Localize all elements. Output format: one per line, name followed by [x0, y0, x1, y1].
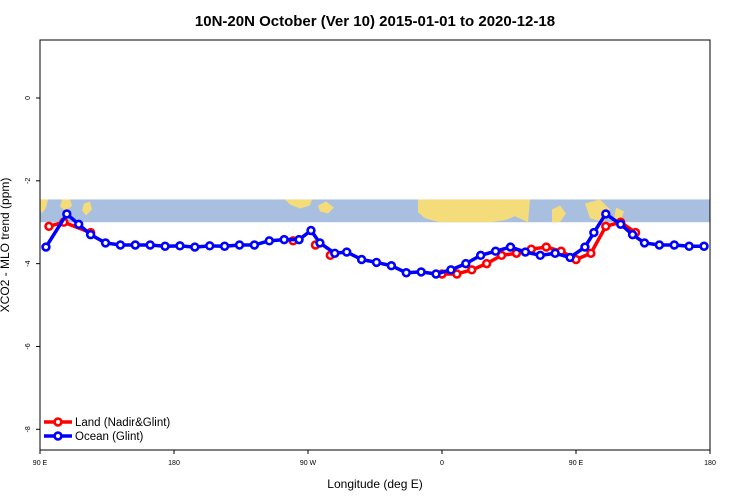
ocean-point-30: [476, 250, 486, 261]
legend: Land (Nadir&Glint) Ocean (Glint): [44, 417, 170, 443]
land-point-5: [467, 265, 477, 275]
ocean-point-41: [627, 229, 638, 240]
x-tick-label-2: 90 W: [300, 460, 317, 467]
ocean-point-37: [580, 242, 590, 252]
ocean-point-17: [294, 234, 304, 245]
map-land-5: [418, 199, 530, 223]
x-axis: 90 E 180 90 W 0 90 E 180: [33, 450, 716, 467]
ocean-point-28: [446, 265, 456, 275]
ocean-point-35: [550, 248, 560, 258]
ocean-point-32: [505, 242, 516, 252]
map-land-4: [318, 201, 334, 214]
ocean-point-29: [461, 258, 471, 269]
x-tick-label-0: 90 E: [33, 460, 48, 467]
y-tick-label-0: 0: [25, 96, 32, 100]
ocean-point-33: [520, 247, 531, 257]
map-land-8: [614, 207, 624, 223]
ocean-point-13: [234, 240, 245, 250]
ocean-point-27: [431, 269, 441, 279]
y-axis-label: XCO2 - MLO trend (ppm): [0, 178, 12, 313]
y-axis: 0 -2 -4 -6 -8: [25, 96, 40, 432]
map-band: [40, 199, 710, 223]
ocean-point-1: [62, 209, 72, 219]
ocean-point-10: [190, 242, 200, 252]
x-tick-label-4: 90 E: [569, 460, 584, 467]
ocean-point-11: [205, 241, 215, 251]
map-land-2: [82, 201, 92, 216]
ocean-point-0: [41, 242, 51, 252]
ocean-point-4: [100, 238, 111, 248]
chart-title: 10N-20N October (Ver 10) 2015-01-01 to 2…: [195, 13, 555, 30]
ocean-point-36: [565, 252, 575, 263]
ocean-point-44: [669, 240, 679, 250]
ocean-point-5: [115, 240, 126, 250]
ocean-point-21: [342, 247, 352, 257]
x-tick-label-1: 180: [168, 460, 180, 467]
land-point-6: [481, 258, 492, 269]
map-land-1: [60, 199, 72, 212]
legend-marker-0: [53, 417, 63, 427]
ocean-point-45: [684, 241, 694, 251]
map-land-0: [40, 199, 48, 214]
ocean-point-24: [386, 261, 397, 271]
plot-frame: [39, 39, 711, 451]
land-point-7: [496, 250, 507, 261]
ocean-point-6: [130, 240, 140, 250]
series-layer: [41, 209, 709, 279]
legend-label-1: Ocean (Glint): [75, 431, 144, 443]
map-ocean: [40, 199, 710, 223]
ocean-point-2: [74, 219, 84, 229]
x-tick-label-3: 0: [440, 460, 444, 467]
map-land-3: [285, 199, 312, 209]
ocean-point-31: [490, 246, 501, 256]
ocean-point-16: [279, 234, 289, 245]
land-point-10: [541, 242, 551, 252]
ocean-point-15: [264, 236, 274, 246]
ocean-point-20: [330, 248, 340, 258]
ocean-point-18: [306, 225, 316, 236]
y-tick-label-1: -2: [25, 178, 32, 184]
x-tick-label-5: 180: [704, 460, 716, 467]
ocean-point-39: [601, 209, 611, 219]
ocean-point-14: [249, 240, 260, 250]
x-axis-label: Longitude (deg E): [327, 477, 422, 491]
ocean-point-12: [219, 241, 230, 251]
ocean-point-25: [401, 268, 411, 278]
ocean-point-19: [315, 238, 325, 248]
y-tick-label-2: -4: [25, 260, 32, 266]
ocean-point-43: [654, 240, 665, 250]
land-point-0: [44, 221, 54, 232]
legend-marker-1: [53, 431, 63, 441]
ocean-point-34: [535, 250, 545, 261]
ocean-point-7: [145, 240, 155, 250]
ocean-point-9: [175, 241, 185, 251]
ocean-point-8: [160, 241, 170, 251]
plot-border: [39, 39, 711, 451]
land-point-13: [586, 248, 596, 258]
ocean-point-22: [356, 254, 367, 265]
map-land-6: [552, 205, 566, 223]
ocean-point-3: [85, 229, 96, 240]
land-point-4: [452, 269, 462, 279]
ocean-point-23: [371, 257, 382, 268]
y-tick-label-3: -6: [25, 343, 32, 349]
y-tick-label-4: -8: [25, 426, 32, 432]
ocean-point-38: [589, 227, 599, 238]
ocean-point-26: [416, 267, 426, 277]
legend-label-0: Land (Nadir&Glint): [75, 417, 170, 429]
land-point-14: [601, 221, 611, 232]
ocean-point-40: [615, 219, 626, 229]
ocean-point-46: [699, 241, 709, 251]
ocean-point-42: [639, 238, 650, 248]
